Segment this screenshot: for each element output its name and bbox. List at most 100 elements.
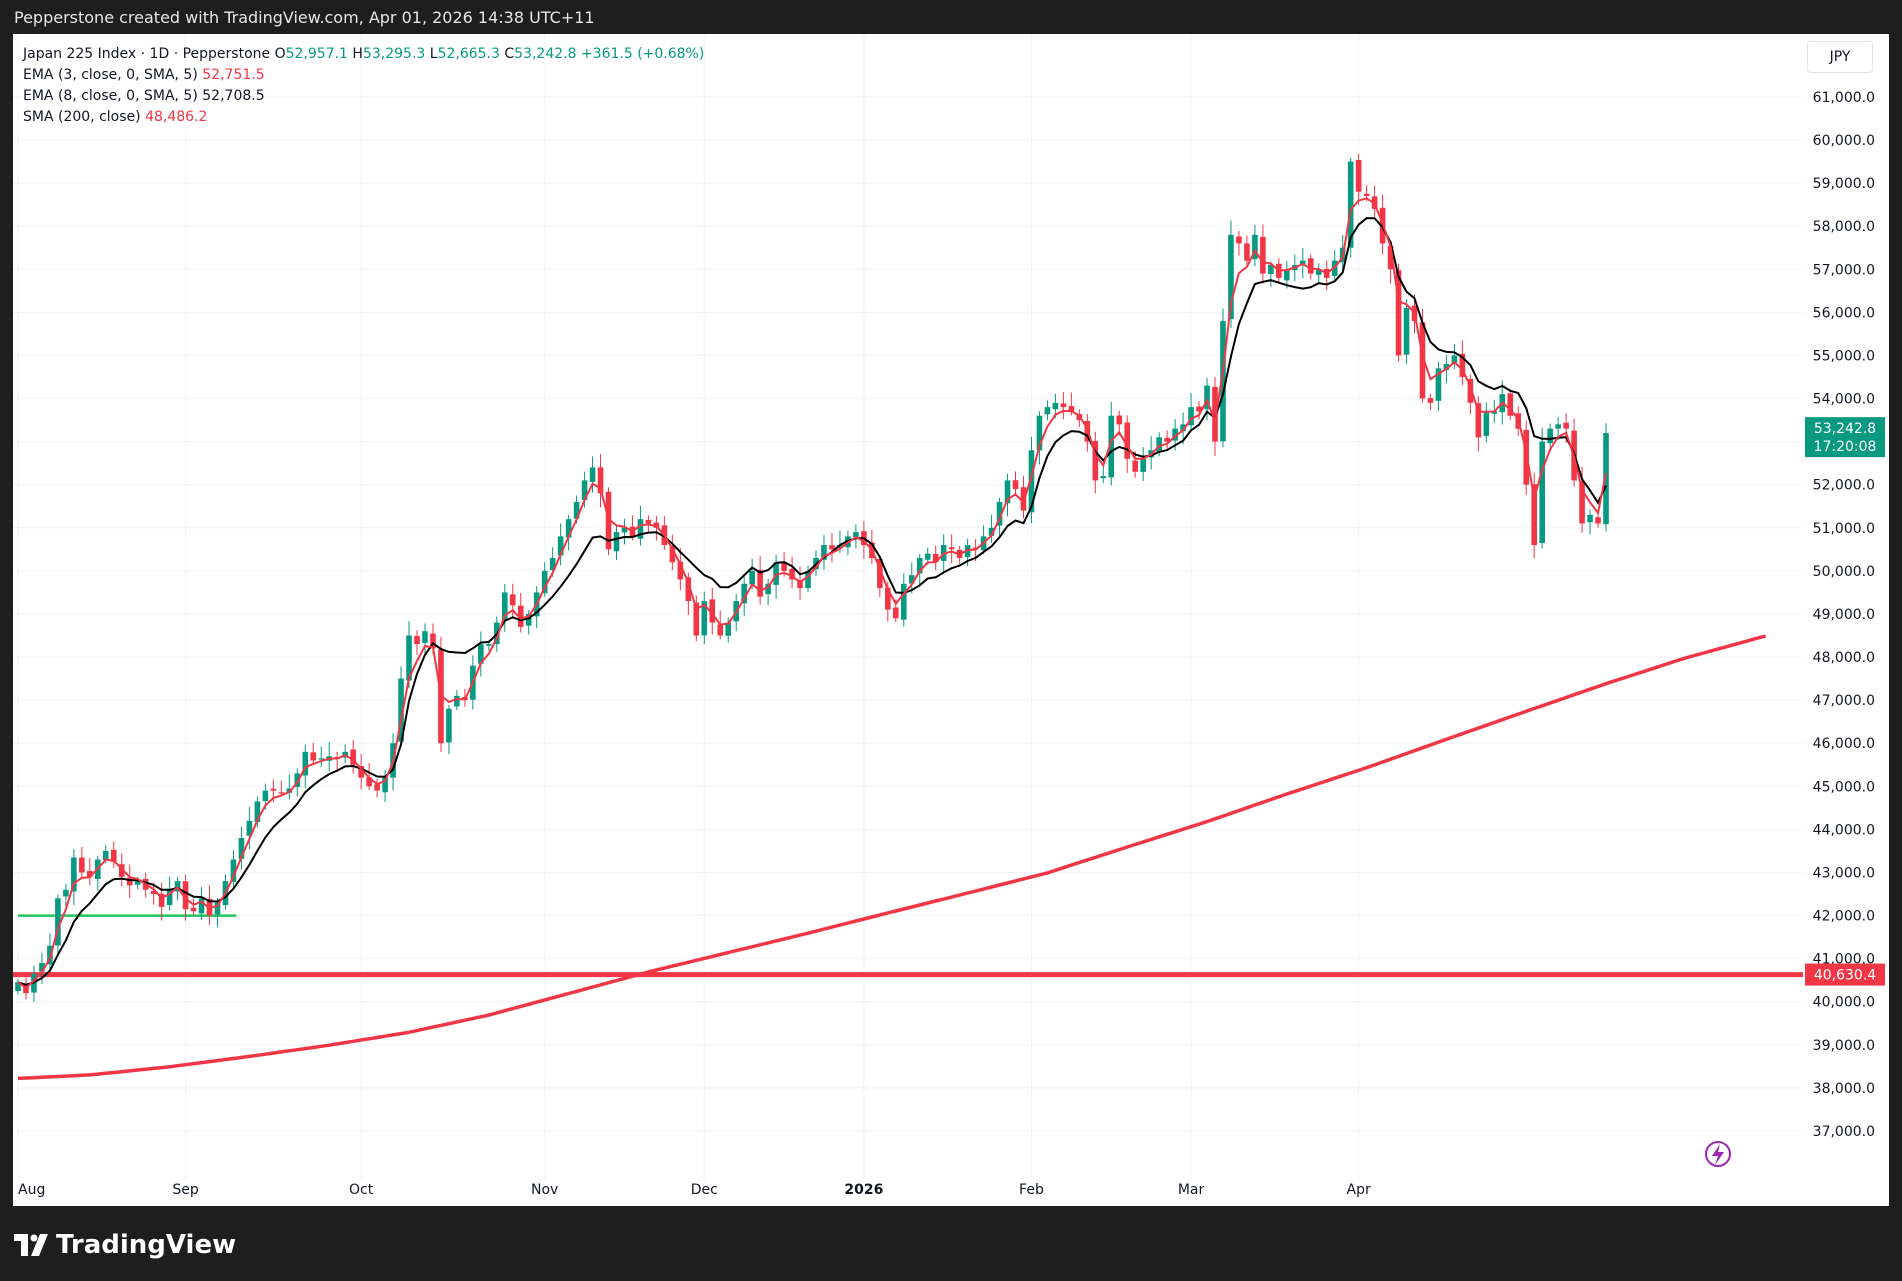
candle-body[interactable] <box>1196 406 1202 412</box>
candle-body[interactable] <box>1060 403 1067 408</box>
candle-body[interactable] <box>1403 308 1410 355</box>
candle-body[interactable] <box>893 607 899 619</box>
candle-body[interactable] <box>230 859 237 883</box>
candle-body[interactable] <box>454 695 460 707</box>
candle-body[interactable] <box>1507 393 1514 416</box>
candle-body[interactable] <box>1172 428 1178 441</box>
legend-symbol[interactable]: Japan 225 Index · 1D · Pepperstone <box>23 46 271 62</box>
candle-body[interactable] <box>916 557 923 574</box>
candle-body[interactable] <box>1100 476 1107 479</box>
candle-body[interactable] <box>1299 260 1306 265</box>
candle-body[interactable] <box>1579 480 1585 524</box>
candle-body[interactable] <box>118 864 125 877</box>
candle-body[interactable] <box>789 568 795 580</box>
ema8-line[interactable] <box>17 217 1607 986</box>
candle-body[interactable] <box>565 519 572 538</box>
candle-body[interactable] <box>693 602 700 636</box>
candle-body[interactable] <box>749 570 755 585</box>
candle-body[interactable] <box>63 889 69 897</box>
candle-body[interactable] <box>1483 411 1490 437</box>
candle-body[interactable] <box>717 624 724 636</box>
lightning-icon[interactable] <box>1705 1141 1731 1167</box>
candle-body[interactable] <box>853 532 859 538</box>
candle-body[interactable] <box>430 633 436 649</box>
candle-body[interactable] <box>102 850 109 861</box>
candle-body[interactable] <box>1467 378 1474 403</box>
candle-body[interactable] <box>701 601 708 636</box>
candle-body[interactable] <box>613 532 620 552</box>
candle-body[interactable] <box>310 752 317 761</box>
candle-body[interactable] <box>549 557 556 571</box>
candle-body[interactable] <box>1036 415 1043 451</box>
tradingview-logo[interactable]: TradingView <box>14 1230 236 1260</box>
candle-body[interactable] <box>158 893 165 907</box>
candle-body[interactable] <box>246 820 253 836</box>
legend-ema3-label[interactable]: EMA (3, close, 0, SMA, 5) <box>23 67 198 83</box>
candle-body[interactable] <box>1355 159 1362 192</box>
candle-body[interactable] <box>908 575 915 584</box>
candle-body[interactable] <box>382 777 388 793</box>
candle-body[interactable] <box>1188 407 1194 426</box>
candle-body[interactable] <box>1044 407 1051 415</box>
candle-body[interactable] <box>1260 236 1266 274</box>
candle-body[interactable] <box>1451 355 1458 365</box>
candle-body[interactable] <box>517 605 524 627</box>
sma200-line[interactable] <box>17 634 1767 1081</box>
candle-body[interactable] <box>254 801 261 823</box>
candle-body[interactable] <box>1004 480 1011 504</box>
candle-body[interactable] <box>1212 386 1218 442</box>
candle-body[interactable] <box>1363 193 1370 197</box>
candle-body[interactable] <box>501 592 508 621</box>
candle-body[interactable] <box>1307 258 1314 274</box>
candle-body[interactable] <box>1475 403 1482 438</box>
candle-body[interactable] <box>1268 264 1274 275</box>
candle-body[interactable] <box>182 881 189 910</box>
candle-body[interactable] <box>1180 424 1186 432</box>
candle-body[interactable] <box>709 599 716 623</box>
candle-body[interactable] <box>1236 236 1242 244</box>
candle-body[interactable] <box>1244 243 1250 261</box>
candle-body[interactable] <box>805 570 811 588</box>
candle-body[interactable] <box>932 553 939 563</box>
candle-body[interactable] <box>924 553 931 560</box>
candle-body[interactable] <box>1108 415 1115 478</box>
candle-body[interactable] <box>214 902 221 915</box>
candle-body[interactable] <box>1284 269 1290 281</box>
ema3-line[interactable] <box>17 197 1607 989</box>
candle-body[interactable] <box>1563 422 1569 429</box>
candle-body[interactable] <box>589 467 596 482</box>
candle-body[interactable] <box>1443 364 1450 370</box>
chart-area[interactable]: 37,000.0 38,000.0 39,000.0 40,000.0 41,000.0… <box>13 34 1889 1206</box>
candle-body[interactable] <box>765 583 771 595</box>
candle-body[interactable] <box>79 857 85 873</box>
candle-body[interactable] <box>1435 368 1442 401</box>
candle-body[interactable] <box>1419 322 1426 399</box>
candle-body[interactable] <box>1427 398 1434 403</box>
candle-body[interactable] <box>126 877 133 886</box>
candle-body[interactable] <box>166 889 173 906</box>
candle-body[interactable] <box>1539 441 1545 543</box>
candle-body[interactable] <box>645 519 652 524</box>
candle-body[interactable] <box>1164 437 1170 442</box>
candle-body[interactable] <box>1140 458 1146 472</box>
candle-body[interactable] <box>1012 480 1019 490</box>
candle-body[interactable] <box>1124 422 1131 459</box>
candle-body[interactable] <box>358 766 364 778</box>
candle-body[interactable] <box>1132 460 1138 472</box>
candle-body[interactable] <box>1587 514 1593 523</box>
candle-body[interactable] <box>677 561 684 580</box>
candle-body[interactable] <box>525 613 532 626</box>
candle-body[interactable] <box>422 631 428 643</box>
candle-body[interactable] <box>1092 440 1099 481</box>
candle-body[interactable] <box>1595 517 1601 524</box>
candle-body[interactable] <box>1531 484 1537 546</box>
candle-body[interactable] <box>829 545 835 550</box>
candle-body[interactable] <box>294 773 301 787</box>
candle-body[interactable] <box>71 857 77 892</box>
candle-body[interactable] <box>1347 161 1354 248</box>
legend-ema8-label[interactable]: EMA (8, close, 0, SMA, 5) <box>23 88 198 104</box>
candle-body[interactable] <box>1387 245 1394 270</box>
candle-body[interactable] <box>877 558 883 589</box>
candle-body[interactable] <box>900 583 907 620</box>
candle-body[interactable] <box>573 501 580 519</box>
